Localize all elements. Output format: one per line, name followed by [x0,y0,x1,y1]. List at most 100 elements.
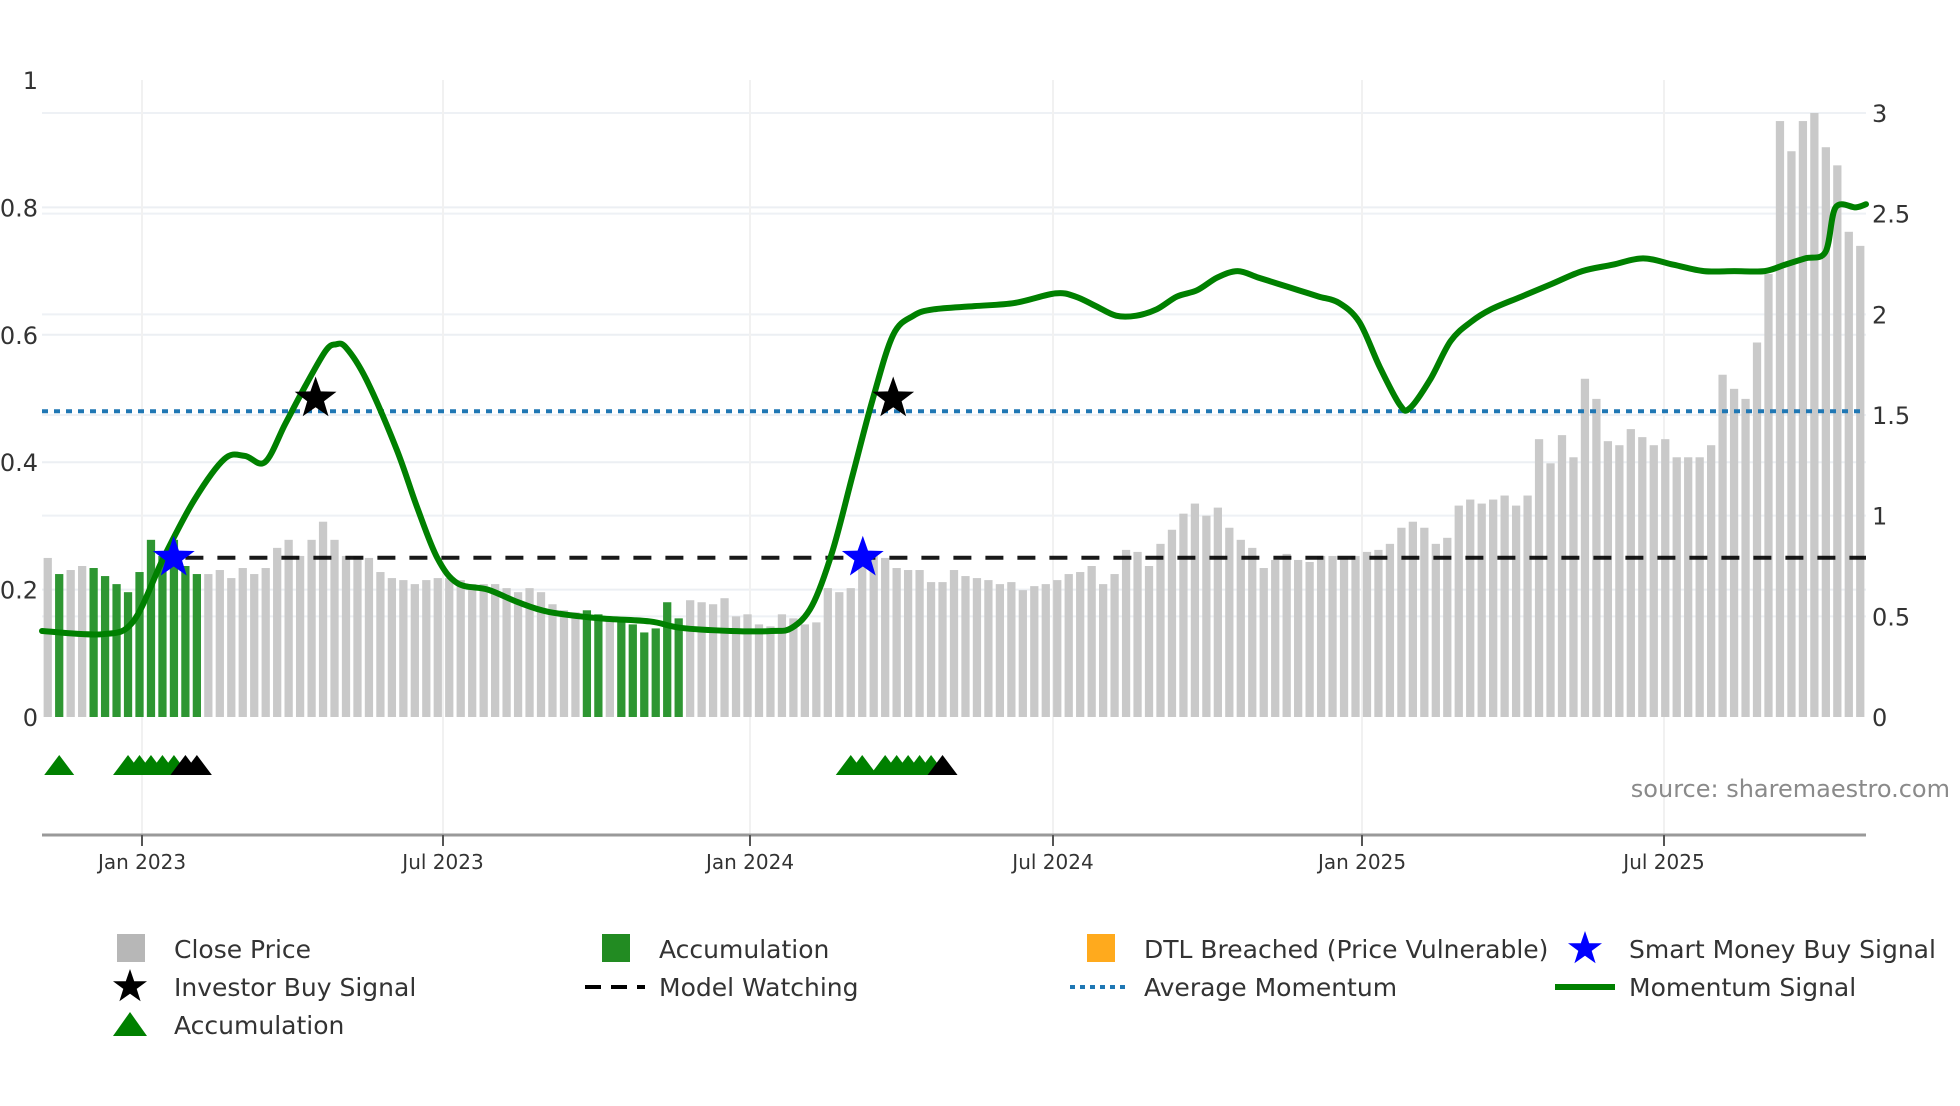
legend-label: Accumulation [659,934,830,964]
close-price-bar [376,572,385,717]
close-price-bar [433,578,442,717]
close-price-bar [1030,586,1039,717]
accumulation-bar [169,539,179,717]
close-price-bars [43,113,1865,718]
close-price-bar [1213,507,1222,717]
close-price-bar [1144,566,1154,717]
x-tick-label: Jul 2023 [400,850,483,874]
y-left-tick-label: 0.6 [0,322,38,350]
legend-item-model-watching: Model Watching [585,968,859,1006]
close-price-bar [1121,549,1131,717]
close-price-bar [261,568,270,717]
close-price-bar [1672,457,1681,717]
close-price-bar [513,592,523,717]
legend-item-dtl-breached: DTL Breached (Price Vulnerable) [1070,930,1548,968]
close-price-bar [1420,527,1429,717]
close-price-bar [273,547,282,717]
square-icon [100,930,160,968]
smart-money-star-icon [152,535,195,576]
close-price-bar [1775,121,1785,717]
triangle-icon [100,1006,160,1044]
close-price-bar [445,578,454,717]
legend-item-investor-buy: Investor Buy Signal [100,968,416,1006]
close-price-bar [1764,274,1773,717]
close-price-bar [1580,378,1590,717]
accumulation-bar [674,618,683,717]
close-price-bar [1569,457,1578,717]
accumulation-bar [112,584,121,717]
close-price-bar [238,568,247,717]
close-price-bar [1477,503,1486,717]
close-price-bar [858,557,867,717]
close-price-bar [1064,574,1073,717]
close-price-bar [1202,515,1211,717]
y-right-tick-label: 3 [1872,100,1887,128]
y-right-tick-label: 1.5 [1872,402,1910,430]
close-price-bar [330,539,339,717]
close-price-bar [1523,495,1532,717]
close-price-bar [422,580,431,717]
close-price-bar [1511,505,1521,717]
close-price-bar [1798,121,1808,717]
close-price-bar [410,584,419,717]
close-price-bar [754,624,764,717]
close-price-bar [1638,437,1647,717]
close-price-bar [1741,398,1750,717]
close-price-bar [1179,513,1188,717]
close-price-bar [1454,505,1463,717]
close-price-bar [823,588,832,717]
close-price-bar [571,612,580,717]
close-price-bar [215,570,224,717]
axes: Jan 2023 Jul 2023 Jan 2024 Jul 2024 Jan 2025… [0,67,1910,874]
legend-item-accumulation-bar: Accumulation [585,930,829,968]
y-right-tick-label: 0.5 [1872,603,1910,631]
accumulation-bar [628,624,637,717]
close-price-bar [903,570,913,717]
close-price-bar [892,568,901,717]
legend-label: DTL Breached (Price Vulnerable) [1144,934,1549,964]
close-price-bar [605,618,614,717]
close-price-bar [78,566,87,717]
close-price-bar [1305,561,1314,717]
y-left-tick-label: 0.8 [0,194,38,222]
investor-buy-star-icon [872,376,915,417]
accumulation-bar [89,568,98,717]
close-price-bar [915,570,924,717]
legend: Close Price Accumulation DTL Breached (P… [0,930,1960,1080]
close-price-bar [686,600,695,717]
close-price-bar [284,539,293,717]
close-price-bar [1844,231,1853,717]
smart-money-star-icon [841,535,884,576]
close-price-bar [743,614,752,717]
accumulation-bar [651,628,660,717]
accumulation-triangle-icon [927,755,958,775]
close-price-bar [846,588,855,717]
accumulation-bar [594,614,603,717]
accumulation-triangle-icon [181,755,212,775]
x-tick-label: Jul 2025 [1621,850,1704,874]
star-icon [1555,930,1615,968]
close-price-bar [307,539,316,717]
close-price-bar [250,574,259,717]
x-tick-label: Jan 2023 [96,850,186,874]
legend-label: Momentum Signal [1629,972,1857,1002]
accumulation-bar [181,566,190,717]
close-price-bar [399,580,408,717]
close-price-bar [491,584,500,717]
dashed-line-icon [585,968,645,1006]
close-price-bar [1649,445,1658,717]
close-price-bar [869,555,878,717]
close-price-bar [1397,527,1406,717]
close-price-bar [708,604,718,717]
close-price-bar [341,555,351,717]
close-price-bar [1041,584,1050,717]
source-note: source: sharemaestro.com [1631,775,1950,803]
y-left-tick-label: 0.4 [0,449,38,477]
close-price-bar [766,626,775,717]
close-price-bar [502,588,511,717]
close-price-bar [1339,557,1349,717]
y-left-tick-label: 0.2 [0,577,38,605]
accumulation-triangle-icon [44,755,75,775]
legend-label: Smart Money Buy Signal [1629,934,1936,964]
